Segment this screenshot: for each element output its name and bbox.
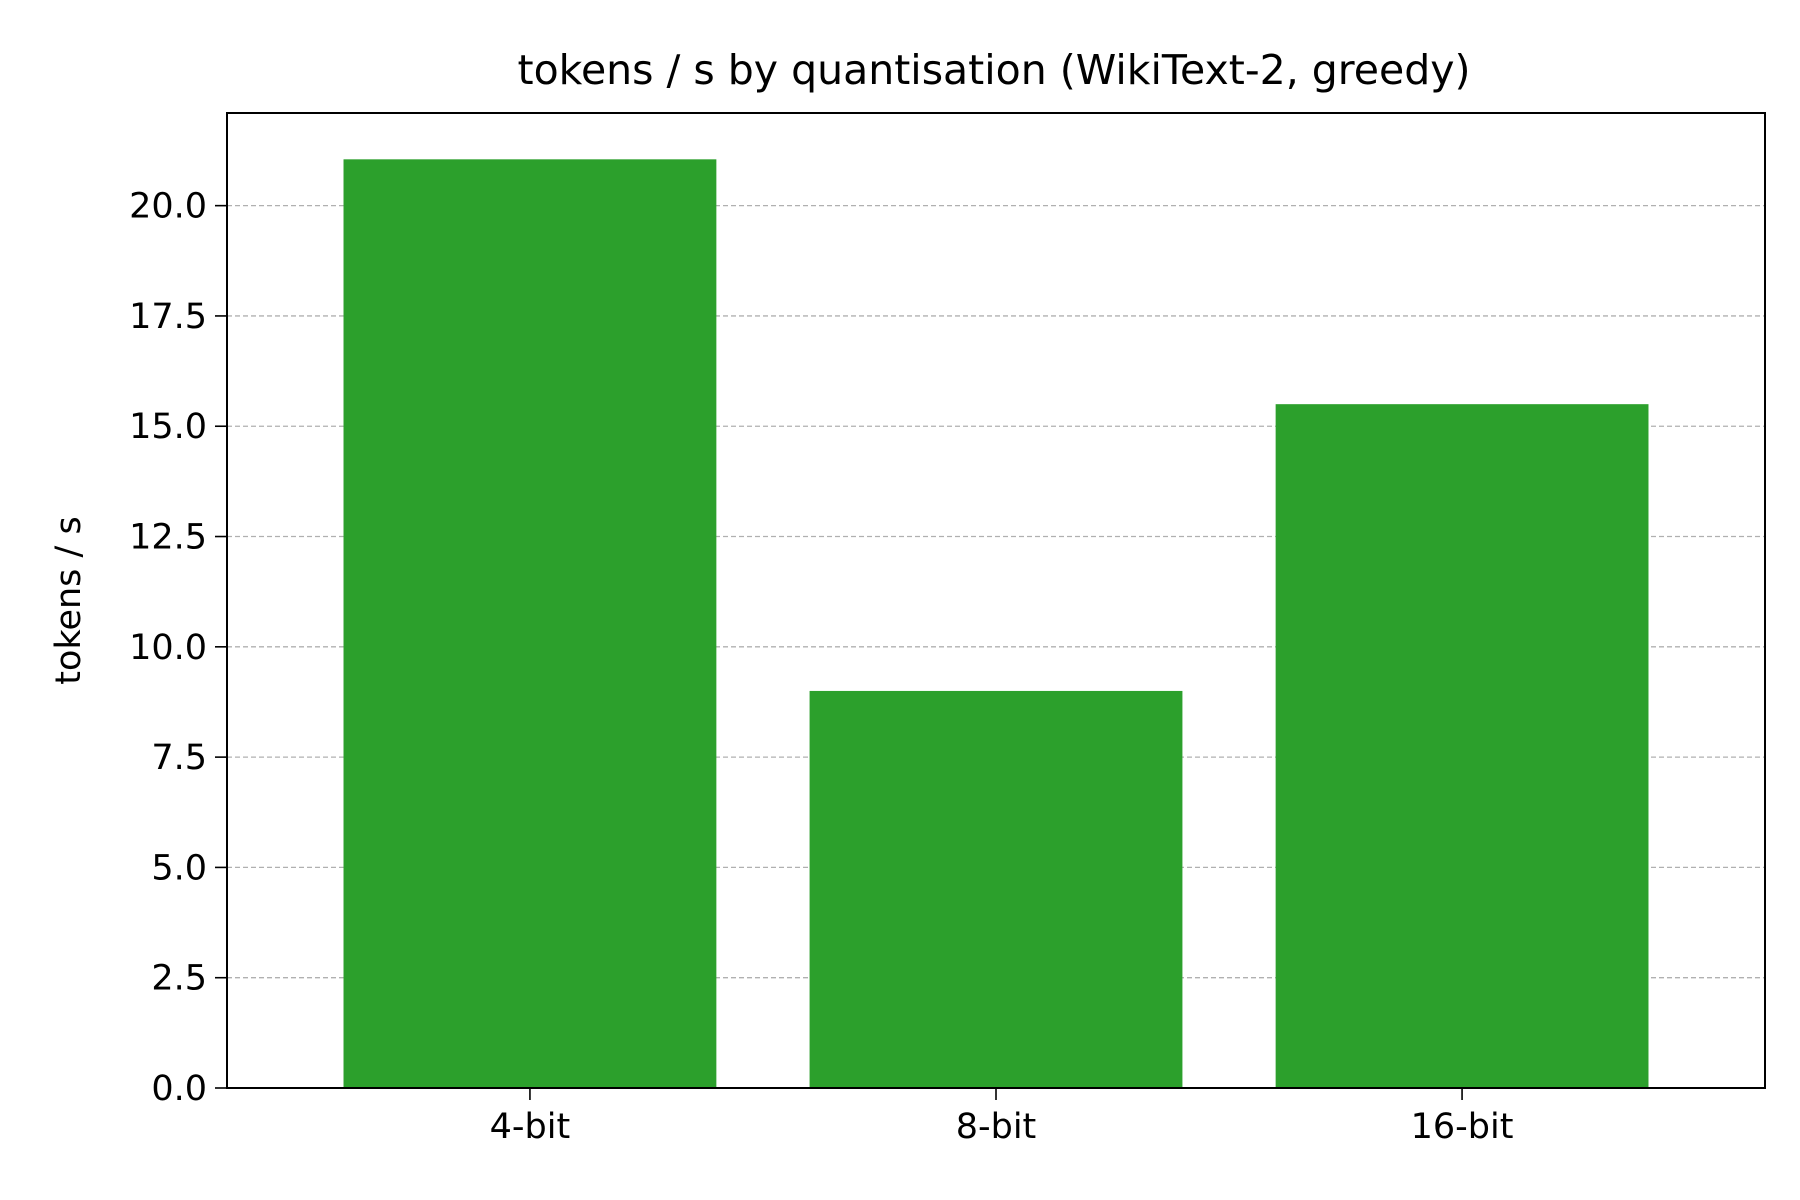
x-tick-label: 16-bit: [1411, 1107, 1514, 1147]
bar-16-bit: [1275, 404, 1649, 1088]
y-tick-label: 12.5: [129, 518, 207, 558]
bar-4-bit: [343, 159, 717, 1088]
chart-title: tokens / s by quantisation (WikiText-2, …: [518, 46, 1471, 94]
y-tick-label: 7.5: [151, 738, 207, 778]
x-axis: 4-bit 8-bit 16-bit: [490, 1088, 1514, 1147]
y-axis: 0.0 2.5 5.0 7.5 10.0 12.5 15.0 17.5 20.0: [129, 187, 227, 1109]
y-tick-label: 5.0: [151, 848, 207, 888]
x-tick-label: 8-bit: [956, 1107, 1037, 1147]
y-tick-label: 17.5: [129, 297, 207, 337]
y-tick-label: 10.0: [129, 628, 207, 668]
y-axis-label: tokens / s: [49, 516, 89, 684]
y-tick-label: 2.5: [151, 959, 207, 999]
y-tick-label: 15.0: [129, 407, 207, 447]
bars: [343, 159, 1649, 1088]
y-tick-label: 20.0: [129, 187, 207, 227]
x-tick-label: 4-bit: [490, 1107, 571, 1147]
bar-8-bit: [809, 690, 1183, 1088]
y-tick-label: 0.0: [151, 1069, 207, 1109]
